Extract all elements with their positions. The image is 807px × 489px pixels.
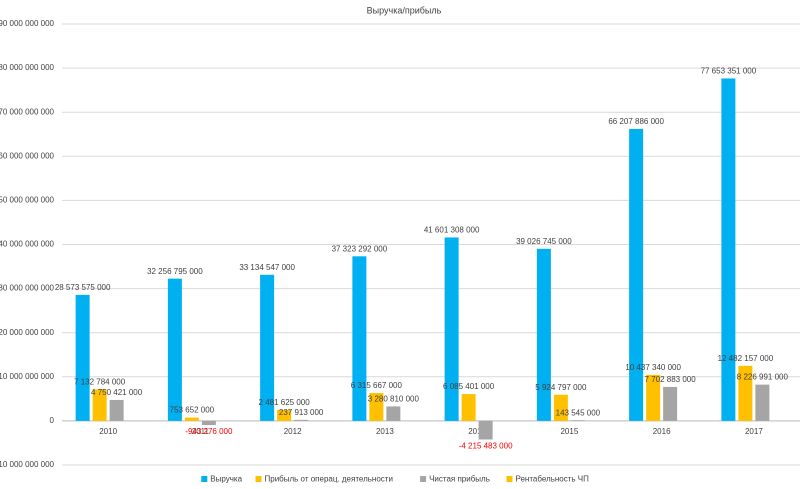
bar [184,417,199,421]
bar [553,394,568,421]
data-label: 41 601 308 000 [424,226,480,235]
y-tick-label: 90 000 000 000 [0,19,55,28]
x-tick-label: 2016 [653,427,671,436]
data-label: 28 573 575 000 [55,283,111,292]
data-label: 237 913 000 [279,408,324,417]
bar [478,420,493,440]
bar [294,419,309,421]
y-tick-label: 80 000 000 000 [0,63,55,72]
y-tick-label: 20 000 000 000 [0,328,55,337]
data-label: 7 702 883 000 [645,375,697,384]
data-label: 39 026 745 000 [516,237,572,246]
data-label: 33 134 547 000 [239,263,295,272]
bar [755,384,770,421]
bar [444,237,459,421]
bar [536,248,551,421]
data-label: 8 226 991 000 [737,373,789,382]
y-tick-label: -10 000 000 000 [0,460,55,469]
bar [109,399,124,421]
x-tick-label: 2017 [745,427,763,436]
y-tick-label: 10 000 000 000 [0,372,55,381]
data-label: 66 207 886 000 [608,117,664,126]
data-label: 6 315 667 000 [351,381,403,390]
y-tick-label: 0 [50,416,55,425]
legend-label: Чистая прибыль [429,475,490,484]
data-label: 32 256 795 000 [147,267,203,276]
x-tick-label: 2010 [99,427,117,436]
y-tick-label: 30 000 000 000 [0,284,55,293]
data-label: 7 132 784 000 [74,378,126,387]
legend-label: Прибыль от операц. деятельности [265,475,393,484]
data-label: 4 750 421 000 [91,388,143,397]
data-label: -4 215 483 000 [459,442,513,451]
bar [352,256,367,421]
chart-title: Выручка/прибыль [367,5,442,15]
bar [646,374,661,421]
legend-swatch [420,476,427,482]
bar [721,78,736,421]
data-label: -943 276 000 [185,427,233,436]
bar [570,420,585,421]
x-tick-label: 2013 [376,427,394,436]
bar [277,409,292,421]
data-label: 10 437 340 000 [625,363,681,372]
bar [629,128,644,421]
data-label: 12 482 157 000 [718,354,774,363]
legend-swatch [201,476,208,482]
bar [369,393,384,421]
legend-label: Выручка [210,475,242,484]
data-label: 77 653 351 000 [701,67,757,76]
y-tick-label: 40 000 000 000 [0,240,55,249]
data-label: 5 924 797 000 [535,383,587,392]
data-label: 753 652 000 [170,406,215,415]
bar [260,274,275,421]
y-tick-label: 70 000 000 000 [0,107,55,116]
x-tick-label: 2015 [560,427,578,436]
y-tick-label: 60 000 000 000 [0,151,55,160]
bar [201,420,216,426]
legend-label: Рентабельность ЧП [516,475,590,484]
data-label: 6 085 401 000 [443,382,495,391]
bar [461,394,476,421]
bar [75,294,90,421]
data-label: 37 323 292 000 [332,244,388,253]
bar [386,406,401,421]
bar [167,278,182,421]
x-tick-label: 2014 [468,427,486,436]
data-label: 3 280 810 000 [368,395,420,404]
bar [92,389,107,421]
y-tick-label: 50 000 000 000 [0,196,55,205]
legend-swatch [255,476,262,482]
data-label: 2 481 625 000 [259,398,311,407]
data-label: 143 545 000 [556,408,601,417]
x-tick-label: 2011 [192,427,210,436]
x-tick-label: 2012 [284,427,302,436]
legend-swatch [506,476,513,482]
bar [663,386,678,421]
bar [738,365,753,421]
